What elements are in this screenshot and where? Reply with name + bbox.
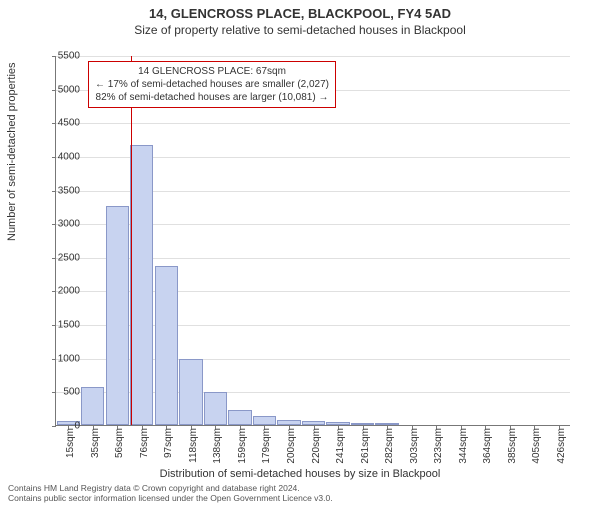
reference-callout: 14 GLENCROSS PLACE: 67sqm ← 17% of semi-… (88, 61, 336, 108)
page-subtitle: Size of property relative to semi-detach… (0, 23, 600, 37)
y-tick-label: 0 (45, 421, 80, 432)
y-tick-label: 3000 (45, 219, 80, 230)
y-tick-label: 4500 (45, 118, 80, 129)
y-axis-label: Number of semi-detached properties (6, 62, 18, 241)
y-tick-label: 1000 (45, 353, 80, 364)
attribution-footer: Contains HM Land Registry data © Crown c… (8, 484, 333, 504)
histogram-bar (130, 145, 153, 425)
histogram-bar (106, 206, 129, 425)
histogram-bar (155, 266, 178, 425)
grid-line (56, 56, 570, 57)
x-axis-label: Distribution of semi-detached houses by … (0, 468, 600, 480)
y-tick-label: 5500 (45, 51, 80, 62)
y-tick-label: 5000 (45, 84, 80, 95)
histogram-bar (204, 392, 227, 425)
histogram-bar (228, 410, 251, 425)
histogram-bar (179, 359, 202, 425)
callout-line-2: ← 17% of semi-detached houses are smalle… (95, 78, 329, 91)
y-tick-label: 500 (45, 387, 80, 398)
grid-line (56, 123, 570, 124)
callout-line-3: 82% of semi-detached houses are larger (… (95, 91, 329, 104)
histogram-chart: 15sqm35sqm56sqm76sqm97sqm118sqm138sqm159… (55, 56, 570, 426)
y-tick-label: 2000 (45, 286, 80, 297)
reference-line (131, 56, 132, 425)
y-tick-label: 4000 (45, 151, 80, 162)
page-title: 14, GLENCROSS PLACE, BLACKPOOL, FY4 5AD (0, 6, 600, 21)
footer-line-2: Contains public sector information licen… (8, 494, 333, 504)
callout-line-1: 14 GLENCROSS PLACE: 67sqm (95, 65, 329, 78)
y-tick-label: 1500 (45, 320, 80, 331)
histogram-bar (253, 416, 276, 425)
y-tick-label: 3500 (45, 185, 80, 196)
y-tick-label: 2500 (45, 252, 80, 263)
histogram-bar (81, 387, 104, 425)
